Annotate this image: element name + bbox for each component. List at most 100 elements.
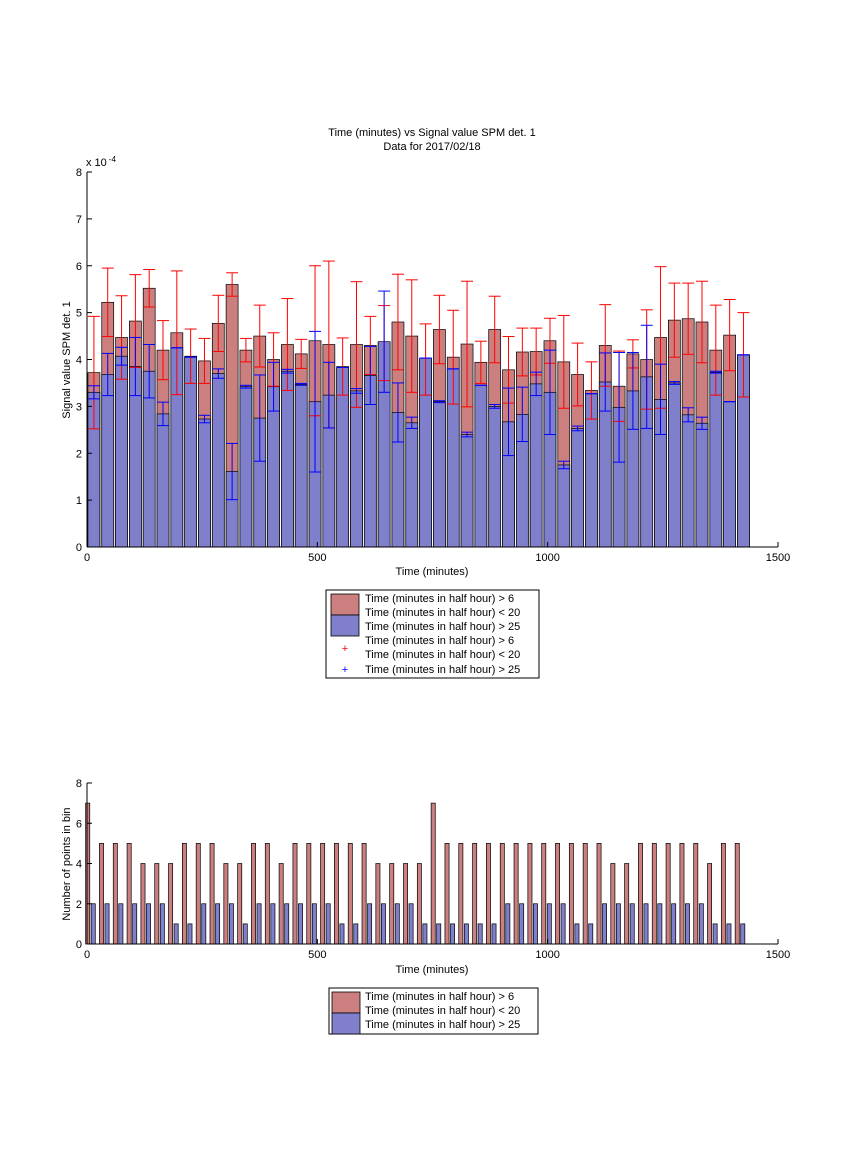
error-bar bbox=[239, 337, 252, 363]
legend-swatch-blue bbox=[331, 1012, 361, 1035]
bar-blue bbox=[184, 356, 197, 548]
bar-red bbox=[154, 863, 160, 945]
bar-blue bbox=[571, 428, 584, 548]
x-tick-label: 500 bbox=[308, 552, 326, 564]
bar-blue bbox=[367, 903, 373, 945]
bottom-axes: 0 500 1000 1500 0 2 4 6 8 bbox=[76, 778, 790, 961]
error-bar bbox=[281, 368, 294, 374]
bar-red bbox=[679, 843, 685, 945]
y-tick-label: 4 bbox=[76, 859, 82, 871]
bar-red bbox=[527, 843, 533, 945]
bar-red bbox=[389, 863, 395, 945]
error-bar bbox=[488, 295, 501, 364]
bar-blue bbox=[325, 903, 331, 945]
bar-blue bbox=[668, 382, 681, 548]
bar-blue bbox=[270, 903, 276, 945]
bar-blue bbox=[294, 383, 308, 548]
error-bar bbox=[267, 361, 280, 412]
bar-red bbox=[444, 843, 450, 945]
top-legend-entry: Time (minutes in half hour) > 25 bbox=[365, 664, 520, 676]
bar-blue bbox=[115, 355, 128, 548]
error-bar bbox=[391, 273, 404, 371]
y-tick-label: 0 bbox=[76, 542, 82, 554]
error-bar bbox=[696, 416, 708, 430]
legend-swatch-red bbox=[330, 593, 360, 616]
y-tick-label: 7 bbox=[76, 214, 82, 226]
bar-blue bbox=[132, 903, 138, 945]
bar-blue bbox=[560, 903, 566, 945]
y-tick-label: 0 bbox=[76, 939, 82, 951]
bar-red bbox=[375, 863, 381, 945]
bar-blue bbox=[505, 903, 511, 945]
bottom-blue-bars bbox=[90, 903, 746, 945]
error-bar bbox=[433, 400, 446, 404]
bar-red bbox=[347, 843, 353, 945]
bar-blue bbox=[281, 370, 294, 548]
error-bar bbox=[461, 431, 474, 438]
error-bar bbox=[198, 337, 211, 384]
bar-red bbox=[168, 863, 174, 945]
legend-swatch-red bbox=[331, 991, 361, 1014]
bar-red bbox=[223, 863, 229, 945]
bar-blue bbox=[488, 406, 502, 548]
error-bar bbox=[170, 270, 183, 396]
error-bar bbox=[654, 363, 667, 435]
x-tick-label: 500 bbox=[308, 949, 326, 961]
x-tick-label: 1000 bbox=[535, 949, 559, 961]
bar-blue bbox=[629, 903, 635, 945]
bar-red bbox=[292, 843, 298, 945]
bar-red bbox=[458, 843, 464, 945]
error-bar bbox=[101, 352, 114, 397]
error-bar bbox=[571, 425, 584, 432]
bottom-legend-entry: Time (minutes in half hour) > 25 bbox=[365, 1019, 520, 1031]
bar-red bbox=[720, 843, 726, 945]
top-legend-entry: Time (minutes in half hour) > 6 bbox=[365, 635, 514, 647]
error-bar bbox=[322, 361, 335, 429]
bar-red bbox=[610, 863, 616, 945]
y-tick-label: 8 bbox=[76, 167, 82, 179]
error-bar bbox=[253, 374, 266, 462]
bar-red bbox=[430, 802, 436, 945]
bar-blue bbox=[709, 371, 723, 548]
bar-blue bbox=[198, 418, 211, 548]
bar-red bbox=[665, 843, 671, 945]
error-bar bbox=[723, 299, 736, 372]
bar-blue bbox=[671, 903, 677, 945]
error-bar bbox=[613, 351, 626, 463]
y-tick-label: 1 bbox=[76, 495, 82, 507]
bar-red bbox=[209, 843, 215, 945]
legend-marker-red: + bbox=[342, 643, 348, 655]
top-legend-box bbox=[325, 589, 540, 679]
x-tick-label: 1000 bbox=[535, 552, 559, 564]
bar-blue bbox=[256, 903, 262, 945]
bar-blue bbox=[588, 923, 594, 945]
error-bar bbox=[488, 404, 501, 409]
bar-blue bbox=[519, 903, 525, 945]
bar-blue bbox=[529, 383, 543, 548]
error-bar bbox=[350, 388, 363, 394]
bar-blue bbox=[698, 903, 704, 945]
top-y-axis-label: Signal value SPM det. 1 bbox=[61, 301, 73, 418]
bar-blue bbox=[298, 903, 303, 945]
bar-blue bbox=[339, 923, 345, 945]
error-bar bbox=[157, 401, 169, 427]
bar-red bbox=[596, 843, 602, 945]
bar-red bbox=[320, 843, 326, 945]
error-bar bbox=[364, 345, 377, 405]
bar-blue bbox=[173, 923, 179, 945]
bar-blue bbox=[311, 903, 317, 945]
bar-red bbox=[541, 843, 547, 945]
bar-blue bbox=[740, 923, 746, 945]
bar-blue bbox=[477, 923, 483, 945]
top-legend-entry: Time (minutes in half hour) < 20 bbox=[365, 607, 520, 619]
error-bar bbox=[461, 280, 474, 408]
y-tick-label: 3 bbox=[76, 401, 82, 413]
error-bar bbox=[599, 352, 612, 412]
bar-blue bbox=[726, 923, 732, 945]
error-bar bbox=[557, 314, 570, 409]
top-blue-error-bars bbox=[87, 290, 750, 501]
bar-red bbox=[555, 843, 560, 945]
bar-red bbox=[734, 843, 740, 945]
bottom-legend-box bbox=[328, 987, 539, 1035]
bar-blue bbox=[574, 923, 580, 945]
